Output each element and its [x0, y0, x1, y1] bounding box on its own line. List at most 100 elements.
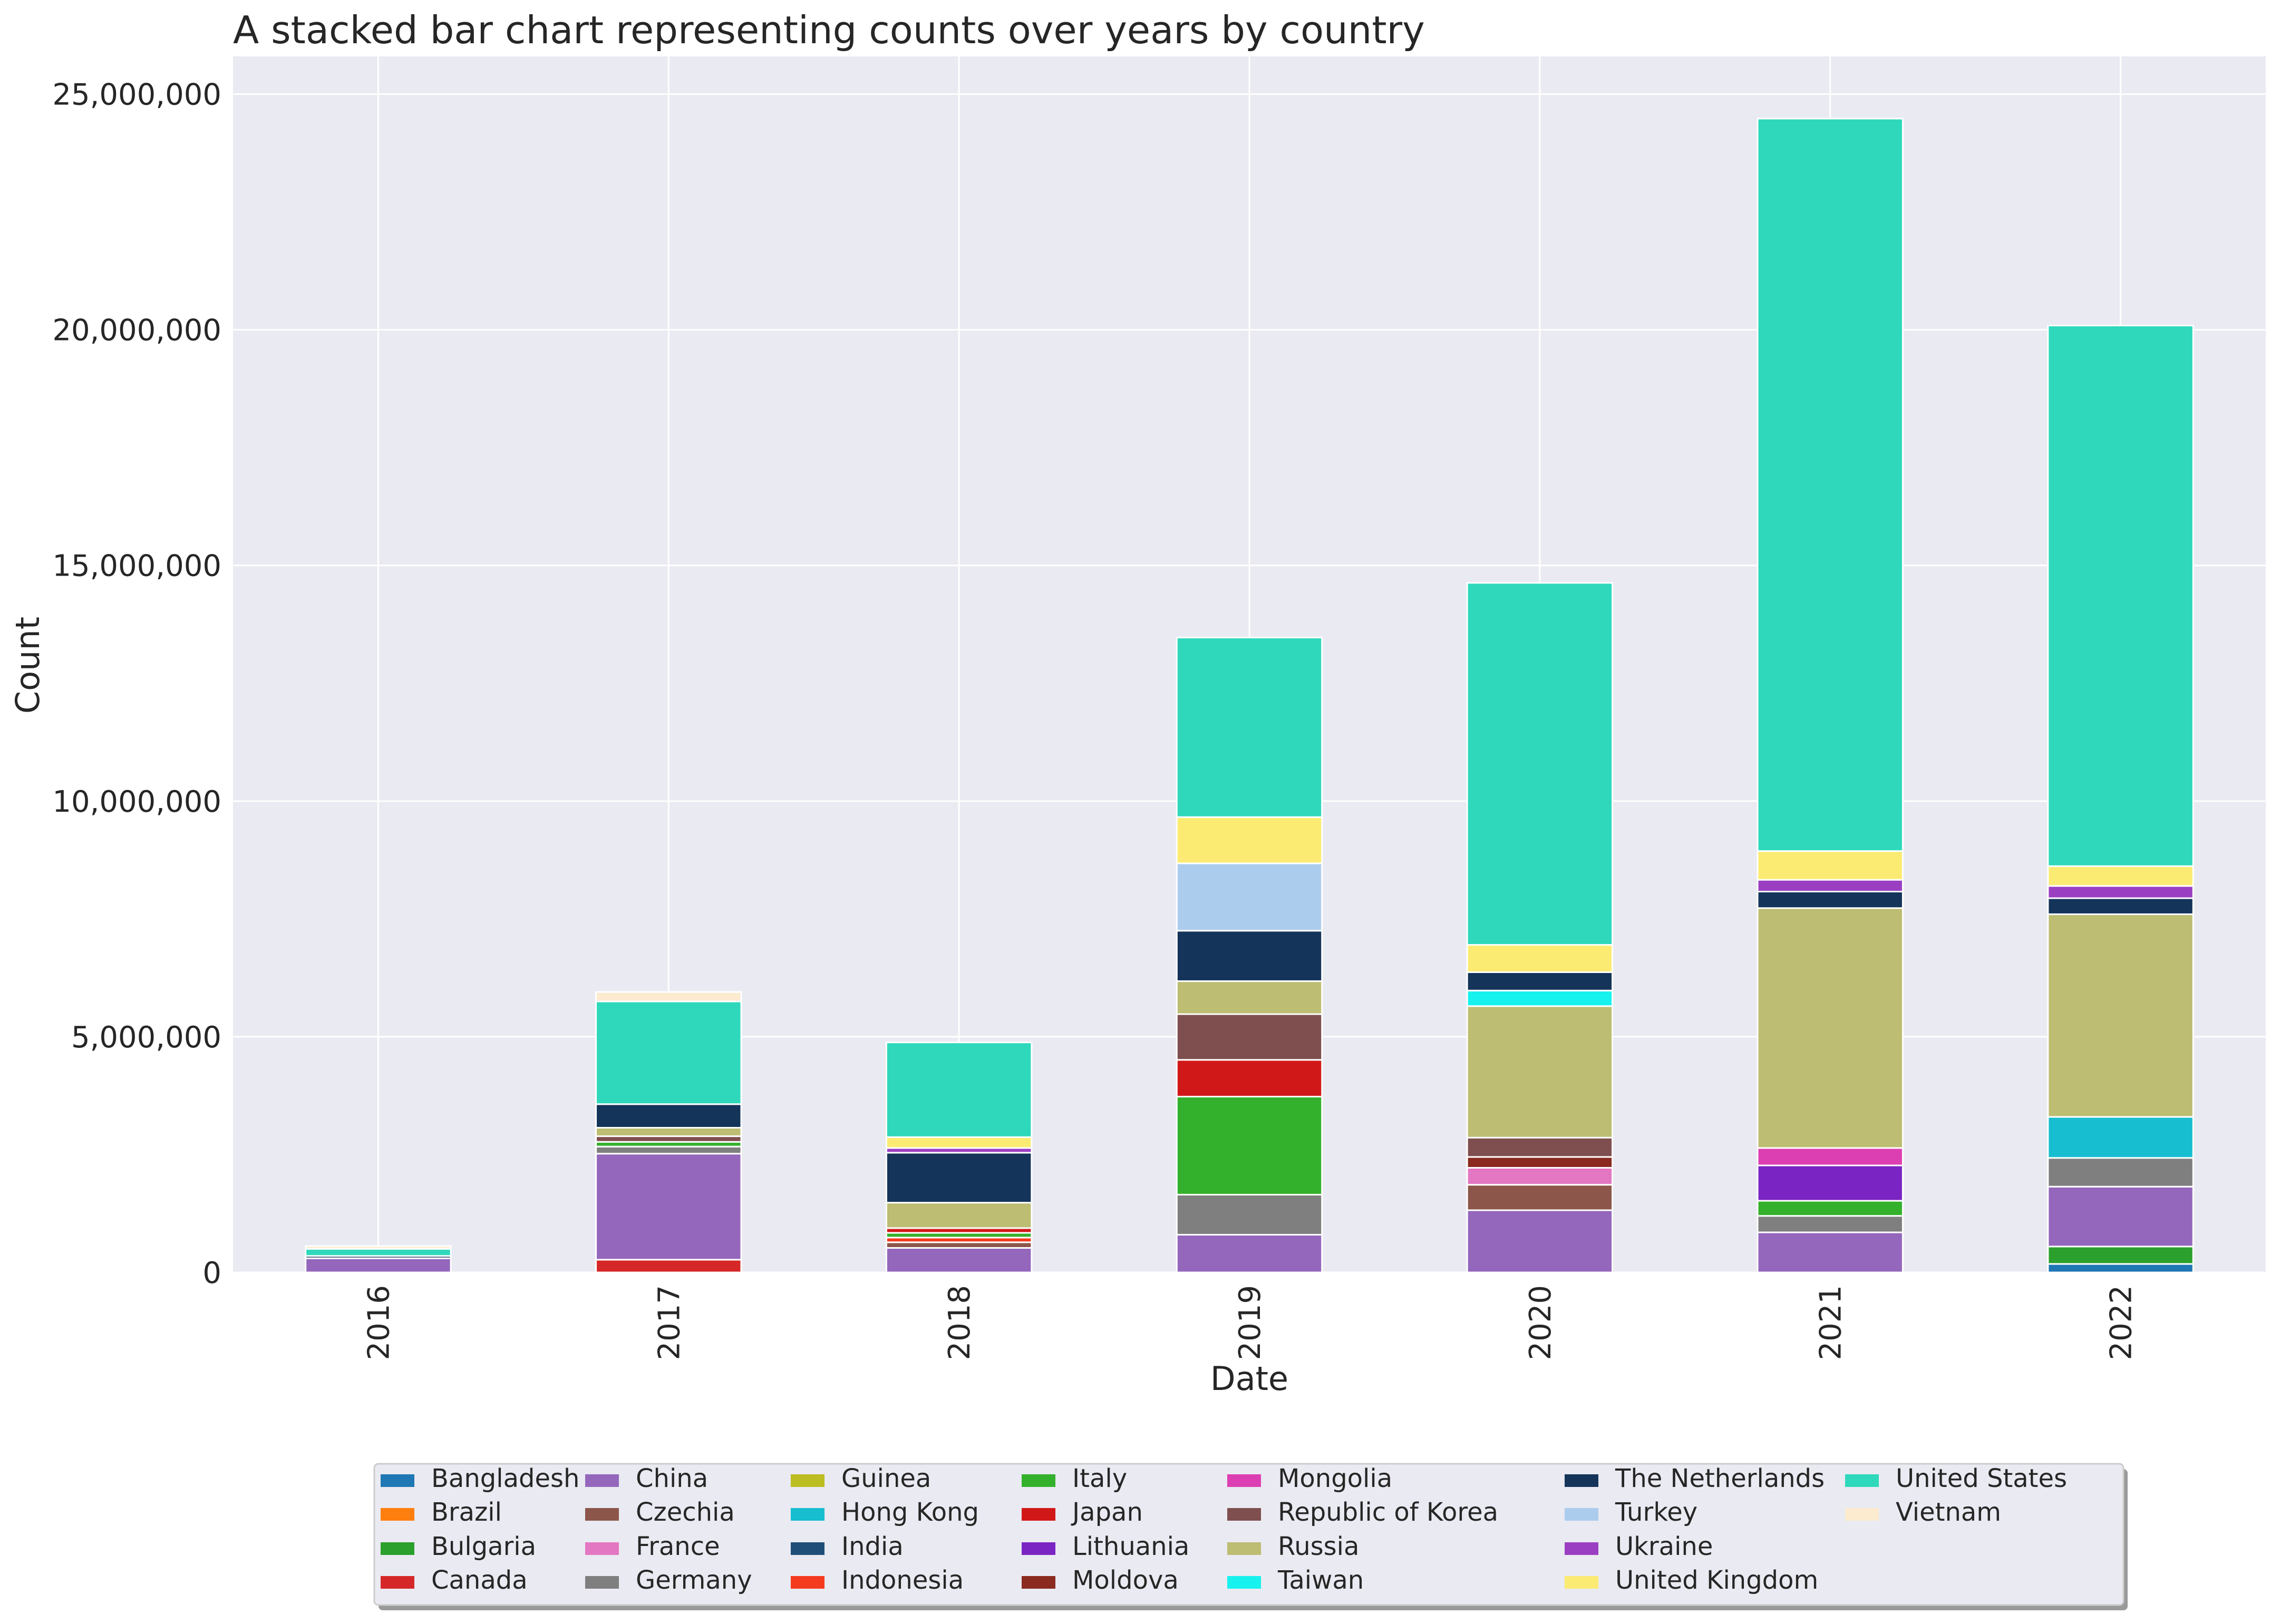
legend-swatch-mongolia [1227, 1474, 1261, 1487]
legend-swatch-indonesia [791, 1576, 824, 1589]
legend-frame [373, 1463, 2124, 1606]
legend-swatch-india [791, 1542, 824, 1555]
bar-united-states-2019 [1176, 637, 1323, 818]
bar-italy-2021 [1757, 1200, 1904, 1217]
bar-mongolia-2021 [1757, 1147, 1904, 1166]
bar-taiwan-2020 [1466, 989, 1614, 1007]
legend-swatch-japan [1022, 1508, 1055, 1521]
bar-russia-2018 [885, 1202, 1033, 1229]
x-tick-label: 2019 [1233, 1285, 1267, 1360]
bar-czechia-2020 [1466, 1184, 1614, 1211]
legend-swatch-turkey [1565, 1508, 1598, 1521]
bar-the-netherlands-2022 [2047, 897, 2194, 915]
y-tick-label: 0 [202, 1256, 221, 1290]
legend-label-japan: Japan [1071, 1497, 1143, 1527]
bar-united-kingdom-2019 [1176, 816, 1323, 864]
legend-label-lithuania: Lithuania [1072, 1532, 1189, 1561]
x-tick-label: 2022 [2104, 1285, 2139, 1360]
bar-the-netherlands-2019 [1176, 930, 1323, 982]
legend-label-mongolia: Mongolia [1278, 1464, 1392, 1493]
bar-vietnam-2016 [305, 1245, 452, 1250]
legend-label-india: India [841, 1532, 904, 1561]
bar-the-netherlands-2021 [1757, 890, 1904, 909]
legend-label-republic-of-korea: Republic of Korea [1278, 1497, 1498, 1527]
legend: Bangladesh Brazil Bulgaria Canada China Czech… [373, 1463, 2128, 1610]
legend-label-hong-kong: Hong Kong [841, 1497, 979, 1527]
bar-china-2022 [2047, 1185, 2194, 1248]
y-tick-label: 25,000,000 [52, 78, 221, 112]
legend-swatch-brazil [381, 1508, 414, 1521]
legend-label-brazil: Brazil [431, 1497, 502, 1527]
bar-republic-of-korea-2019 [1176, 1013, 1323, 1061]
bar-russia-2022 [2047, 913, 2194, 1118]
bar-china-2020 [1466, 1209, 1614, 1273]
legend-items: Bangladesh Brazil Bulgaria Canada China Czech… [381, 1464, 2067, 1595]
bar-hong-kong-2022 [2047, 1116, 2194, 1159]
bar-china-2019 [1176, 1233, 1323, 1273]
legend-swatch-czechia [585, 1508, 619, 1521]
legend-swatch-germany [585, 1576, 619, 1589]
bar-germany-2021 [1757, 1215, 1904, 1233]
bar-united-states-2022 [2047, 325, 2194, 867]
x-tick-label: 2018 [943, 1285, 977, 1360]
legend-label-russia: Russia [1278, 1532, 1359, 1561]
bar-russia-2019 [1176, 980, 1323, 1015]
bar-united-states-2018 [885, 1042, 1033, 1138]
bar-germany-2022 [2047, 1157, 2194, 1188]
legend-label-the-netherlands: The Netherlands [1615, 1464, 1825, 1493]
x-tick-label: 2017 [652, 1285, 686, 1360]
bar-the-netherlands-2018 [885, 1152, 1033, 1204]
legend-swatch-vietnam [1845, 1508, 1879, 1521]
bar-united-kingdom-2020 [1466, 944, 1614, 973]
legend-swatch-italy [1022, 1474, 1055, 1487]
legend-label-taiwan: Taiwan [1277, 1565, 1364, 1595]
bar-italy-2019 [1176, 1095, 1323, 1195]
legend-swatch-taiwan [1227, 1576, 1261, 1589]
legend-label-bangladesh: Bangladesh [431, 1464, 579, 1493]
x-tick-label: 2020 [1524, 1285, 1558, 1360]
bar-united-kingdom-2018 [885, 1136, 1033, 1149]
legend-label-united-states: United States [1896, 1464, 2067, 1493]
bar-united-states-2021 [1757, 118, 1904, 852]
bar-china-2018 [885, 1247, 1033, 1273]
y-tick-labels: 0 5,000,000 10,000,000 15,000,000 20,000,000… [52, 78, 221, 1290]
bar-the-netherlands-2017 [595, 1103, 742, 1129]
x-axis-label: Date [1210, 1359, 1288, 1398]
legend-swatch-the-netherlands [1565, 1474, 1598, 1487]
bar-republic-of-korea-2017 [595, 1135, 742, 1143]
legend-swatch-lithuania [1022, 1542, 1055, 1555]
y-tick-label: 20,000,000 [52, 314, 221, 348]
legend-label-indonesia: Indonesia [841, 1565, 964, 1595]
bar-japan-2019 [1176, 1059, 1323, 1097]
bar-lithuania-2021 [1757, 1164, 1904, 1202]
bar-china-2017 [595, 1153, 742, 1261]
x-tick-labels: 2016 2017 2018 2019 2020 2021 2022 [362, 1285, 2138, 1360]
legend-swatch-china [585, 1474, 619, 1487]
legend-swatch-bulgaria [381, 1542, 414, 1555]
bar-ukraine-2021 [1757, 879, 1904, 892]
y-tick-label: 5,000,000 [71, 1020, 221, 1055]
chart-title: A stacked bar chart representing counts … [233, 8, 1425, 52]
legend-swatch-moldova [1022, 1576, 1055, 1589]
legend-label-france: France [636, 1532, 720, 1561]
bar-united-states-2020 [1466, 582, 1614, 946]
legend-swatch-republic-of-korea [1227, 1508, 1261, 1521]
bar-the-netherlands-2020 [1466, 971, 1614, 991]
legend-swatch-hong-kong [791, 1508, 824, 1521]
bar-russia-2017 [595, 1126, 742, 1137]
legend-swatch-russia [1227, 1542, 1261, 1555]
y-tick-label: 10,000,000 [52, 785, 221, 819]
bars [305, 118, 2194, 1273]
legend-label-germany: Germany [636, 1565, 752, 1595]
legend-swatch-bangladesh [381, 1474, 414, 1487]
bar-czechia-2018 [885, 1241, 1033, 1249]
bar-republic-of-korea-2020 [1466, 1136, 1614, 1158]
x-tick-label: 2021 [1814, 1285, 1848, 1360]
bar-ukraine-2022 [2047, 885, 2194, 899]
legend-label-canada: Canada [431, 1565, 528, 1595]
legend-label-moldova: Moldova [1072, 1565, 1179, 1595]
legend-label-ukraine: Ukraine [1615, 1532, 1713, 1561]
legend-label-italy: Italy [1072, 1464, 1127, 1493]
bar-russia-2021 [1757, 907, 1904, 1149]
legend-swatch-canada [381, 1576, 414, 1589]
